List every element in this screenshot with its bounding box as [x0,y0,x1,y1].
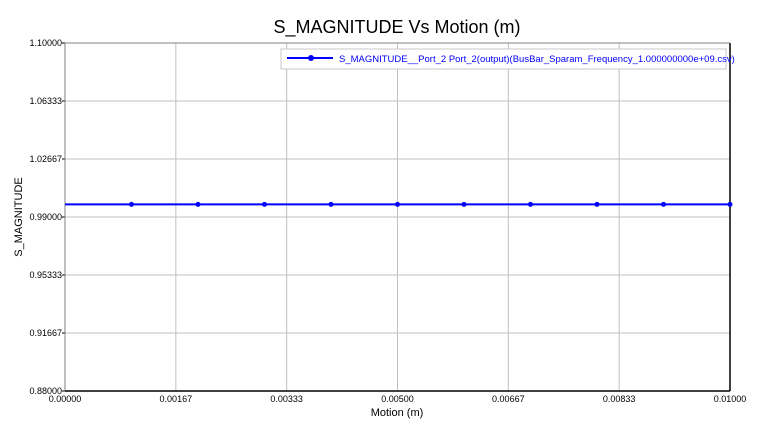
x-tick-label: 0.00333 [270,394,303,404]
x-tick-label: 0.00167 [160,394,193,404]
y-tick-label: 1.10000 [29,38,62,48]
x-tick-label: 0.01000 [714,394,747,404]
y-tick-label: 0.88000 [29,386,62,396]
data-point [727,201,733,207]
legend-box [280,48,727,70]
data-point [328,201,334,207]
x-axis-label: Motion (m) [371,407,424,419]
series-layer [65,201,733,207]
legend-entry: S_MAGNITUDE__Port_2 Port_2(output)(BusBa… [339,54,735,65]
y-tick-label: 0.95333 [29,270,62,280]
data-point [395,201,400,207]
y-tick-label: 1.06333 [29,96,62,106]
data-point [262,201,267,207]
y-tick-label: 0.91667 [29,328,62,338]
x-tick-label: 0.00500 [381,394,414,404]
x-tick-label: 0.00833 [603,394,636,404]
y-axis-label: S_MAGNITUDE [13,177,25,256]
data-point [528,201,533,207]
x-tick-label: 0.00667 [492,394,525,404]
chart-title: S_MAGNITUDE Vs Motion (m) [273,17,520,38]
data-point [661,201,666,207]
axes: 0.00000 0.00167 0.00333 0.00500 0.00667 0.008… [29,38,746,404]
data-point [129,201,134,207]
data-point [594,201,600,207]
data-point [195,201,201,207]
legend-marker [308,55,314,61]
legend: S_MAGNITUDE__Port_2 Port_2(output)(BusBa… [280,48,735,70]
x-tick-label: 0.00000 [49,394,82,404]
y-tick-label: 1.02667 [29,154,62,164]
y-tick-label: 0.99000 [29,212,62,222]
grid [64,42,731,392]
data-point [461,201,467,207]
